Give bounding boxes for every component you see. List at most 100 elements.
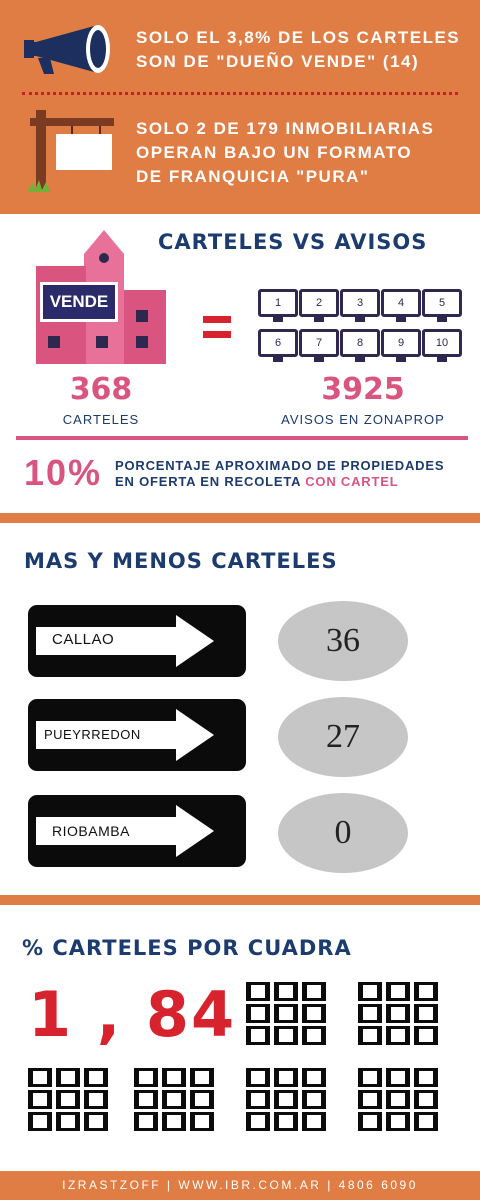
window-pane <box>419 1093 433 1106</box>
monitor-stand <box>273 357 283 362</box>
carteles-vs-avisos-title: CARTELES VS AVISOS <box>158 230 428 254</box>
monitor-icon: 6 <box>258 329 298 357</box>
window-block <box>302 982 326 1001</box>
window-block <box>358 1090 382 1109</box>
window-pane <box>279 1093 293 1106</box>
window-block <box>386 1112 410 1131</box>
window-pane <box>307 985 321 998</box>
avisos-count: 3925 <box>321 372 405 407</box>
percent-highlight: CON CARTEL <box>305 474 399 489</box>
window-pane <box>61 1115 75 1128</box>
window-block <box>84 1090 108 1109</box>
arrow-right-icon <box>36 805 214 857</box>
window-block <box>84 1068 108 1087</box>
arrow-right-icon <box>36 709 214 761</box>
window-pane <box>251 1093 265 1106</box>
window-pane <box>363 1007 377 1020</box>
mas-y-menos-title: MAS Y MENOS CARTELES <box>24 549 338 573</box>
window-pane <box>89 1115 103 1128</box>
window-block <box>274 982 298 1001</box>
percent-value: 10% <box>24 452 103 493</box>
window-block <box>246 982 270 1001</box>
window-pane <box>279 1115 293 1128</box>
street-count: 36 <box>278 601 408 681</box>
window-pane <box>195 1093 209 1106</box>
window-pane <box>307 1071 321 1084</box>
mas-y-menos-panel: MAS Y MENOS CARTELES CALLAO 36 PUEYRREDO… <box>0 513 480 905</box>
window-pane <box>89 1093 103 1106</box>
window-pane <box>363 1071 377 1084</box>
window-pane <box>391 985 405 998</box>
window-pane <box>363 1115 377 1128</box>
percent-text-line2: EN OFERTA EN RECOLETA CON CARTEL <box>115 474 398 489</box>
window-block <box>134 1068 158 1087</box>
window-block <box>358 1112 382 1131</box>
window-pane <box>251 985 265 998</box>
window-block <box>246 1004 270 1023</box>
window-pane <box>139 1071 153 1084</box>
window-block <box>414 1090 438 1109</box>
window-block <box>56 1112 80 1131</box>
window-pane <box>251 1071 265 1084</box>
carteles-count: 368 <box>69 372 133 407</box>
percent-text-line2-main: EN OFERTA EN RECOLETA <box>115 474 301 489</box>
window-pane <box>363 985 377 998</box>
window-block <box>56 1068 80 1087</box>
window-pane <box>167 1093 181 1106</box>
dotted-divider <box>22 92 458 95</box>
monitor-stand <box>396 317 406 322</box>
window-block <box>302 1090 326 1109</box>
monitor-stand <box>314 357 324 362</box>
window-block <box>386 982 410 1001</box>
street-count: 0 <box>278 793 408 873</box>
window-block <box>414 1004 438 1023</box>
window-block <box>358 1004 382 1023</box>
window-pane <box>391 1029 405 1042</box>
carteles-label: CARTELES <box>62 412 140 427</box>
window-pane <box>307 1093 321 1106</box>
window-block <box>162 1068 186 1087</box>
window-pane <box>167 1115 181 1128</box>
monitor-icon: 5 <box>422 289 462 317</box>
building-windows-icon <box>358 982 444 1045</box>
street-name: CALLAO <box>52 631 115 648</box>
fact-franquicia: SOLO 2 DE 179 INMOBILIARIAS OPERAN BAJO … <box>136 119 435 186</box>
vende-sign: VENDE <box>40 282 118 322</box>
building-windows-icon <box>134 1068 220 1131</box>
window-pane <box>33 1071 47 1084</box>
window-pane <box>139 1115 153 1128</box>
window-pane <box>279 1071 293 1084</box>
window-block <box>274 1090 298 1109</box>
monitor-stand <box>437 357 447 362</box>
window-block <box>274 1112 298 1131</box>
fact-dueno-vende: SOLO EL 3,8% DE LOS CARTELES SON DE "DUE… <box>136 28 461 71</box>
window-pane <box>307 1007 321 1020</box>
window-pane <box>195 1071 209 1084</box>
window-block <box>56 1090 80 1109</box>
window-pane <box>391 1071 405 1084</box>
window-block <box>190 1068 214 1087</box>
window-block <box>28 1068 52 1087</box>
building-windows-icon <box>246 1068 332 1131</box>
monitor-icon: 4 <box>381 289 421 317</box>
street-sign-callao: CALLAO <box>28 605 246 677</box>
monitors-grid: 1 2 3 4 5 6 7 8 9 10 <box>258 289 468 365</box>
window-pane <box>419 1071 433 1084</box>
window-pane <box>307 1115 321 1128</box>
window-pane <box>195 1115 209 1128</box>
window-block <box>190 1090 214 1109</box>
window-pane <box>167 1071 181 1084</box>
window-pane <box>279 985 293 998</box>
window-pane <box>279 1007 293 1020</box>
window-block <box>386 1004 410 1023</box>
building-windows-icon <box>246 982 332 1045</box>
street-sign-riobamba: RIOBAMBA <box>28 795 246 867</box>
window-block <box>302 1068 326 1087</box>
window-block <box>162 1090 186 1109</box>
window-pane <box>391 1007 405 1020</box>
window-block <box>274 1068 298 1087</box>
monitor-icon: 7 <box>299 329 339 357</box>
window-block <box>246 1068 270 1087</box>
window-block <box>386 1026 410 1045</box>
window-block <box>386 1090 410 1109</box>
